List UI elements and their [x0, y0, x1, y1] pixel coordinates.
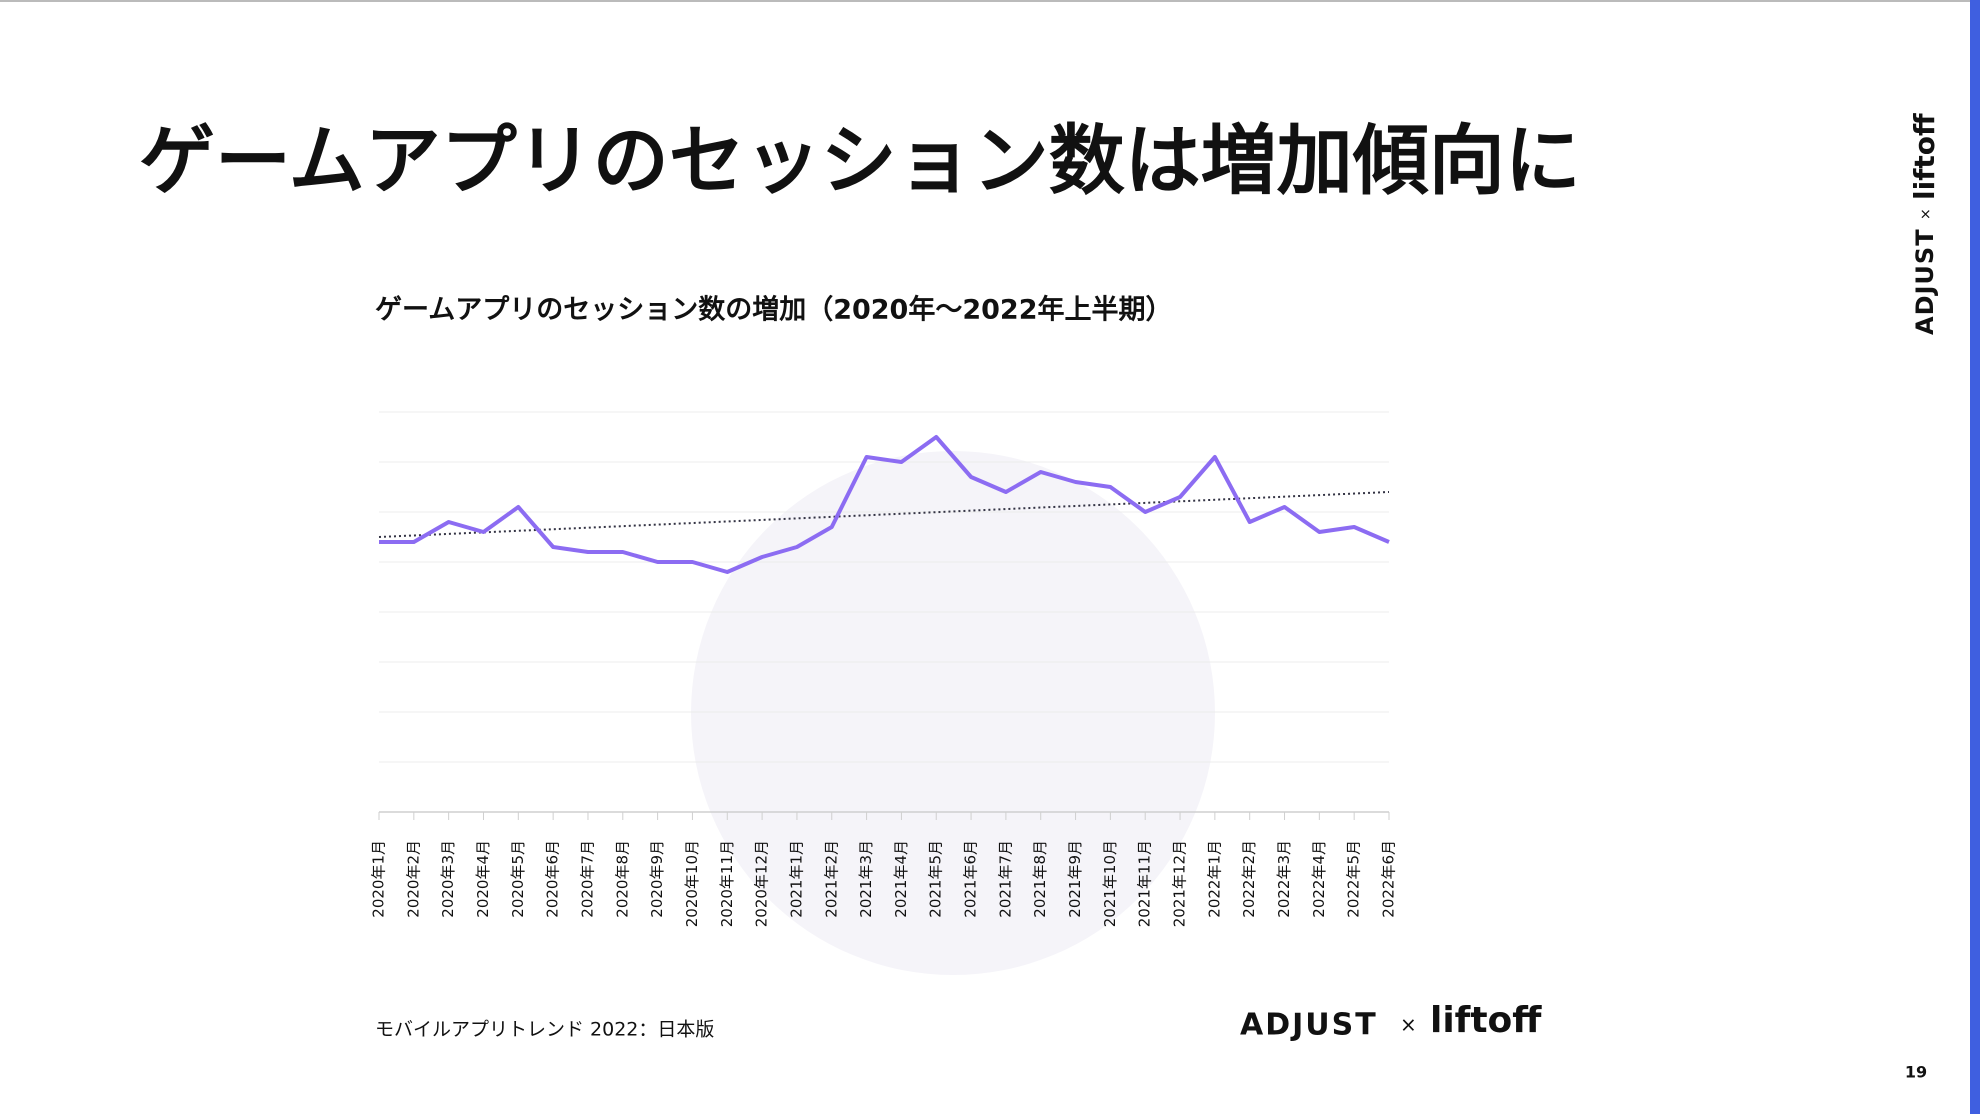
- logo-cross: ×: [1400, 1013, 1417, 1037]
- x-tick-label: 2022年6月: [1380, 840, 1398, 918]
- x-tick-label: 2020年11月: [718, 840, 736, 927]
- side-logo: ADJUST × liftoff: [1908, 113, 1941, 335]
- footer-logo: ADJUST × liftoff: [1240, 1000, 1542, 1043]
- chart-title: ゲームアプリのセッション数の増加（2020年～2022年上半期）: [375, 294, 1172, 326]
- x-tick-label: 2021年8月: [1031, 840, 1049, 918]
- logo-adjust: ADJUST: [1911, 228, 1939, 335]
- x-tick-label: 2021年9月: [1066, 840, 1084, 918]
- x-tick-label: 2021年5月: [927, 840, 945, 918]
- x-tick-label: 2020年8月: [613, 840, 631, 918]
- x-tick-label: 2020年7月: [578, 840, 596, 918]
- x-tick-label: 2021年3月: [857, 840, 875, 918]
- x-tick-label: 2021年1月: [787, 840, 805, 918]
- x-tick-label: 2020年12月: [753, 840, 771, 927]
- x-tick-label: 2020年2月: [404, 840, 422, 918]
- logo-cross: ×: [1918, 208, 1934, 220]
- plot-area: 2020年1月 2020年2月 2020年3月 2020年4月 2020年5月 2020年…: [370, 411, 1398, 927]
- footer: モバイルアプリトレンド 2022：日本版: [375, 1019, 714, 1041]
- x-tick-label: 2021年11月: [1136, 840, 1154, 927]
- page-number: 19: [1905, 1063, 1927, 1082]
- logo-liftoff: liftoff: [1908, 113, 1941, 200]
- x-tick-label: 2020年1月: [370, 840, 388, 918]
- watermark: [691, 451, 1215, 975]
- x-tick-label: 2020年5月: [509, 840, 527, 918]
- x-tick-label: 2022年5月: [1345, 840, 1363, 918]
- logo-liftoff: liftoff: [1430, 1000, 1542, 1041]
- x-tick-label: 2021年6月: [962, 840, 980, 918]
- x-tick-label: 2022年2月: [1240, 840, 1258, 918]
- x-tick-label: 2020年9月: [648, 840, 666, 918]
- logo-adjust: ADJUST: [1240, 1008, 1378, 1043]
- trendline: [378, 491, 1390, 538]
- x-tick-label: 2020年4月: [474, 840, 492, 918]
- x-tick-label: 2022年3月: [1275, 840, 1293, 918]
- right-edge-bar: [1970, 0, 1980, 1114]
- x-tick-label: 2022年4月: [1310, 840, 1328, 918]
- x-tick-label: 2020年10月: [683, 840, 701, 927]
- x-tick-label: 2022年1月: [1205, 840, 1223, 918]
- x-tick-label: 2021年12月: [1171, 840, 1189, 927]
- x-tick-label: 2020年3月: [439, 840, 457, 918]
- line-series: [379, 435, 1390, 574]
- x-tick-label: 2021年2月: [822, 840, 840, 918]
- x-tick-label: 2020年6月: [544, 840, 562, 918]
- x-tick-label: 2021年10月: [1101, 840, 1119, 927]
- x-tick-label: 2021年4月: [892, 840, 910, 918]
- slide-title: ゲームアプリのセッション数は増加傾向に: [139, 116, 1581, 205]
- x-tick-label: 2021年7月: [996, 840, 1014, 918]
